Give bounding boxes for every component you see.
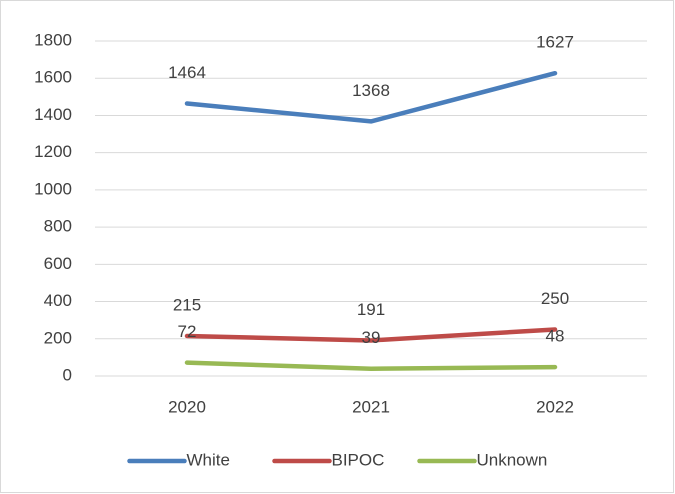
series-line	[184, 327, 558, 343]
y-tick-label: 1800	[34, 30, 72, 49]
x-tick-label: 2022	[536, 397, 574, 416]
data-label: 72	[178, 322, 197, 341]
series-line	[184, 70, 558, 124]
y-tick-label: 1200	[34, 142, 72, 161]
legend-label: White	[187, 450, 230, 469]
y-tick-label: 0	[63, 365, 72, 384]
data-label: 39	[362, 328, 381, 347]
data-label: 1627	[536, 33, 574, 52]
data-label: 48	[546, 327, 565, 346]
x-tick-label: 2021	[352, 397, 390, 416]
y-tick-label: 1600	[34, 68, 72, 87]
y-tick-label: 1400	[34, 105, 72, 124]
data-label: 215	[173, 295, 201, 314]
series-line	[184, 360, 558, 371]
x-tick-label: 2020	[168, 397, 206, 416]
y-tick-label: 400	[44, 291, 72, 310]
data-label: 191	[357, 300, 385, 319]
y-tick-label: 1000	[34, 179, 72, 198]
y-tick-label: 200	[44, 328, 72, 347]
data-label: 1464	[168, 63, 206, 82]
data-label: 250	[541, 289, 569, 308]
legend-label: Unknown	[477, 450, 548, 469]
legend-label: BIPOC	[332, 450, 385, 469]
y-tick-label: 600	[44, 254, 72, 273]
y-tick-label: 800	[44, 217, 72, 236]
data-label: 1368	[352, 81, 390, 100]
